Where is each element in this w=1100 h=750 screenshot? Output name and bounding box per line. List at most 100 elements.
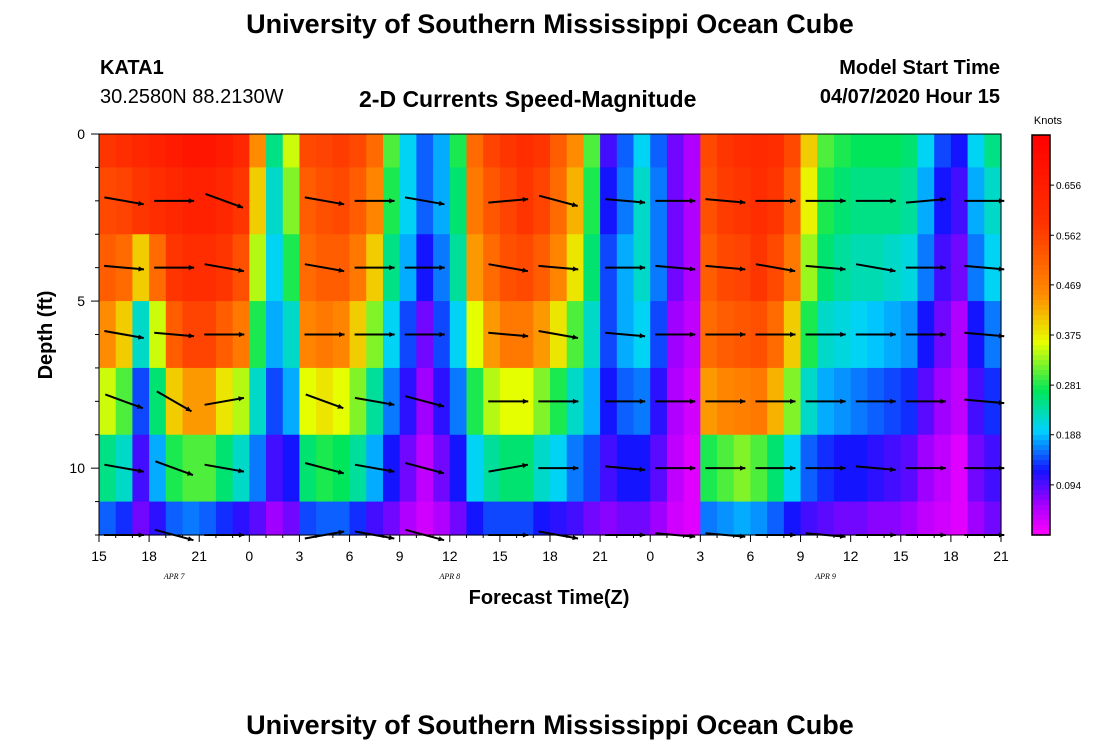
heatmap-cell [99,501,117,536]
current-vector-head [522,333,529,339]
heatmap-cell [583,367,601,436]
heatmap-cell [466,367,484,436]
colorbar-swatch [1032,210,1050,216]
current-vector [155,460,194,476]
heatmap-cell [717,501,735,536]
colorbar-swatch [1032,305,1050,311]
x-tick-label: 12 [843,548,859,564]
page-title: University of Southern Mississippi Ocean… [246,9,854,39]
heatmap-cell [516,167,534,235]
current-vector-head [940,196,946,203]
station-id: KATA1 [100,57,164,79]
station-coords: 30.2580N 88.2130W [100,86,284,108]
heatmap-cell [683,134,701,169]
colorbar-swatch [1032,490,1050,496]
x-tick-label: 0 [245,548,253,564]
heatmap-cell [249,501,267,536]
heatmap-cell [483,301,501,369]
heatmap-cell [967,301,985,369]
current-vector [104,196,144,206]
heatmap-cell [232,434,250,503]
heatmap-cell [934,167,952,235]
current-vector-head [238,468,244,474]
heatmap-cell [332,167,351,235]
current-vector [156,390,192,413]
heatmap-cell [299,434,317,503]
current-vector-head [188,198,195,204]
current-vector-head [439,331,445,338]
heatmap-cell [650,234,668,302]
current-vector [488,263,529,273]
heatmap-cell [149,134,167,169]
heatmap-cell [633,134,651,169]
heatmap-cell [817,501,835,536]
heatmap-cell [215,134,234,169]
colorbar-swatch [1032,285,1050,291]
heatmap-cell [165,501,184,536]
heatmap-cell [249,367,267,436]
x-tick-label: 9 [396,548,404,564]
colorbar-swatch [1032,350,1050,356]
colorbar-swatch [1032,300,1050,306]
x-tick-label: 15 [893,548,909,564]
colorbar-swatch [1032,485,1050,491]
current-vector-head [388,401,395,407]
x-tick-label: 15 [91,548,107,564]
heatmap-cell [950,234,969,302]
colorbar-swatch [1032,435,1050,441]
current-vector [538,330,579,339]
heatmap-cell [99,367,117,436]
x-tick-label: 21 [592,548,608,564]
heatmap-cell [449,234,468,302]
current-vector-head [639,398,646,404]
y-tick-label: 10 [69,460,85,476]
heatmap-cell [399,167,417,235]
colorbar-swatch [1032,230,1050,236]
heatmap-cell [900,501,919,536]
colorbar-swatch [1032,375,1050,381]
heatmap-cell [382,434,401,503]
heatmap-cell [600,434,618,503]
colorbar-swatch [1032,480,1050,486]
x-tick-label: 12 [442,548,458,564]
heatmap-cell [900,134,919,169]
heatmap-cell [382,367,401,436]
heatmap-cell [566,167,585,235]
colorbar-swatch [1032,295,1050,301]
heatmap-cell [349,434,367,503]
heatmap-cell [282,167,301,235]
colorbar-tick-label: 0.562 [1056,231,1081,242]
y-axis-label: Depth (ft) [35,291,57,380]
current-vector [655,264,696,271]
heatmap-cell [817,134,835,169]
heatmap-cell [499,501,518,536]
heatmap-cell [733,134,752,169]
heatmap-cell [967,367,985,436]
current-vector [405,395,445,408]
colorbar-swatch [1032,500,1050,506]
current-vector-head [522,196,529,203]
current-vector [705,198,746,204]
colorbar-swatch [1032,215,1050,221]
current-vector-head [137,334,144,340]
heatmap-cell [99,301,117,369]
current-vector [404,196,445,206]
heatmap-cell [700,134,718,169]
current-vector [305,393,344,410]
heatmap-cell [416,134,434,169]
heatmap-cell [99,234,117,302]
current-vector-head [639,466,646,473]
x-tick-label: 0 [646,548,654,564]
heatmap-cell [533,301,551,369]
heatmap-cell [483,434,501,503]
colorbar-swatch [1032,495,1050,501]
x-tick-label: 6 [346,548,354,564]
current-vector-head [338,267,345,273]
colorbar-swatch [1032,180,1050,186]
heatmap-cell [399,501,417,536]
current-vector [304,196,345,206]
heatmap-cell [199,367,217,436]
heatmap-cell [449,134,468,169]
heatmap-cell [950,367,969,436]
current-vector [405,462,445,475]
